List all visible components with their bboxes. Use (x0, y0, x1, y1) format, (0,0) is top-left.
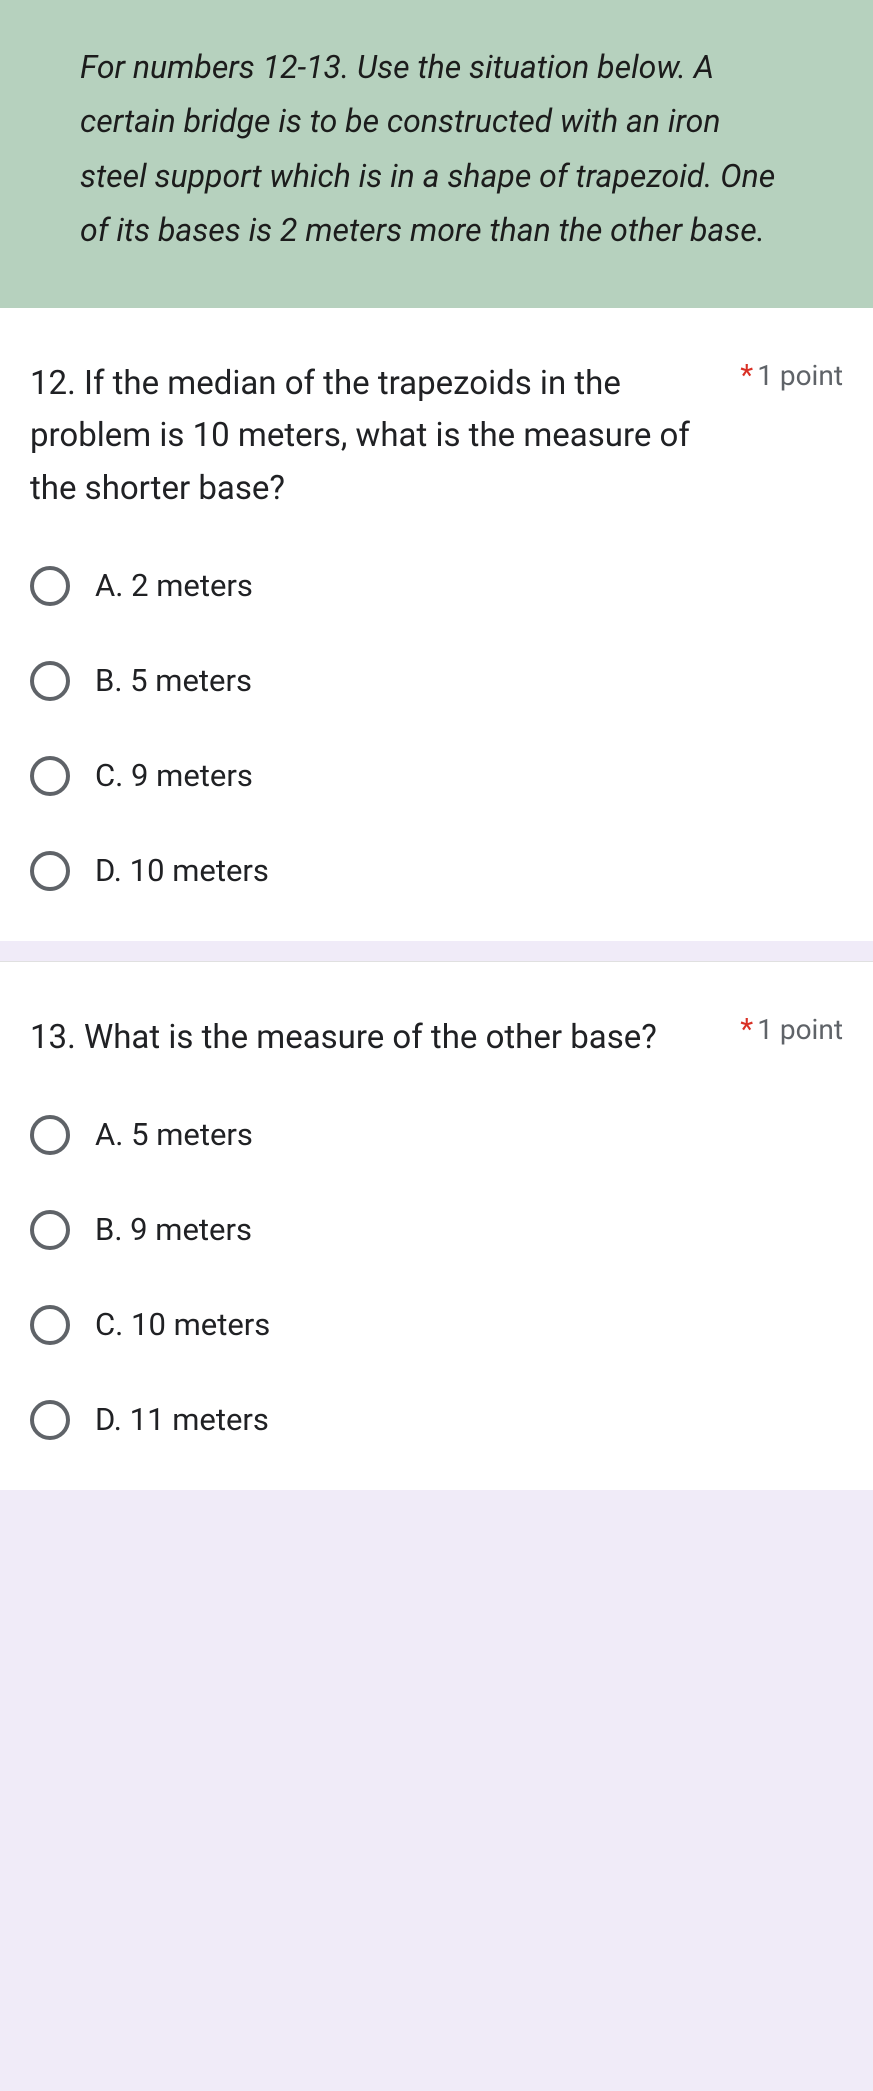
option-label: C. 10 meters (95, 1306, 270, 1343)
option-c[interactable]: C. 9 meters (30, 756, 843, 796)
question-card-12: 12. If the median of the trapezoids in t… (0, 308, 873, 941)
question-text: 12. If the median of the trapezoids in t… (30, 358, 730, 516)
options-group: A. 2 meters B. 5 meters C. 9 meters D. 1… (30, 566, 843, 891)
option-b[interactable]: B. 9 meters (30, 1210, 843, 1250)
required-star: * (740, 1012, 753, 1047)
option-a[interactable]: A. 2 meters (30, 566, 843, 606)
radio-icon (30, 1115, 70, 1155)
question-header: 12. If the median of the trapezoids in t… (30, 358, 843, 516)
question-card-13: 13. What is the measure of the other bas… (0, 961, 873, 1490)
question-text: 13. What is the measure of the other bas… (30, 1012, 730, 1065)
radio-icon (30, 1400, 70, 1440)
radio-icon (30, 756, 70, 796)
radio-icon (30, 661, 70, 701)
radio-icon (30, 1305, 70, 1345)
option-label: B. 5 meters (95, 662, 252, 699)
option-b[interactable]: B. 5 meters (30, 661, 843, 701)
required-star: * (740, 358, 753, 393)
points-label: 1 point (757, 359, 843, 392)
option-label: D. 11 meters (95, 1401, 269, 1438)
radio-icon (30, 851, 70, 891)
option-label: D. 10 meters (95, 852, 269, 889)
meta-wrap: * 1 point (740, 358, 843, 393)
option-label: A. 5 meters (95, 1116, 253, 1153)
option-label: C. 9 meters (95, 757, 253, 794)
points-label: 1 point (757, 1013, 843, 1046)
radio-icon (30, 1210, 70, 1250)
context-box: For numbers 12-13. Use the situation bel… (0, 0, 873, 308)
option-c[interactable]: C. 10 meters (30, 1305, 843, 1345)
context-text: For numbers 12-13. Use the situation bel… (80, 40, 793, 258)
meta-wrap: * 1 point (740, 1012, 843, 1047)
option-label: A. 2 meters (95, 567, 253, 604)
option-d[interactable]: D. 10 meters (30, 851, 843, 891)
radio-icon (30, 566, 70, 606)
option-d[interactable]: D. 11 meters (30, 1400, 843, 1440)
options-group: A. 5 meters B. 9 meters C. 10 meters D. … (30, 1115, 843, 1440)
question-header: 13. What is the measure of the other bas… (30, 1012, 843, 1065)
option-a[interactable]: A. 5 meters (30, 1115, 843, 1155)
option-label: B. 9 meters (95, 1211, 252, 1248)
